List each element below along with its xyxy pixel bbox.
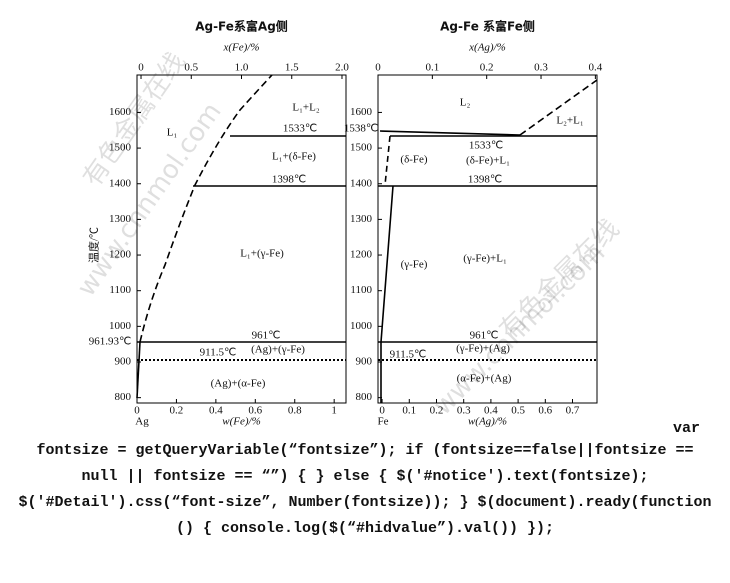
annotation: 911.5℃ <box>390 349 427 361</box>
annotation: L₁+(γ-Fe) <box>240 248 284 260</box>
code-line: () { console.log($(“#hidvalue”).val()) }… <box>176 520 554 537</box>
liquidus <box>139 74 273 343</box>
annotation: 1398℃ <box>272 174 306 186</box>
y-tick-label: 1100 <box>350 284 372 296</box>
y-tick-label: 800 <box>356 391 373 403</box>
x2-tick-label: 0.1 <box>425 62 439 74</box>
chart-title: Ag-Fe系富Ag侧 <box>195 19 288 34</box>
code-line: fontsize = getQueryVariable(“fontsize”);… <box>36 442 693 459</box>
y-tick-label: 1600 <box>109 106 132 118</box>
liquidus <box>379 130 521 136</box>
y-tick-label: 1400 <box>350 177 373 189</box>
x-tick-label: 0.2 <box>170 405 184 417</box>
solidus <box>136 341 141 399</box>
x-tick-label: 0.7 <box>566 405 580 417</box>
x2-tick-label: 1.5 <box>285 62 299 74</box>
annotation: (α-Fe)+(Ag) <box>457 373 512 385</box>
y-tick-label: 900 <box>115 356 132 368</box>
liquidus <box>519 79 598 136</box>
annotation: L₁+L₂ <box>292 102 319 114</box>
x2-axis-label: x(Ag)/% <box>468 42 506 54</box>
y-tick-label: 1200 <box>109 249 132 261</box>
y-tick-label: 1300 <box>109 213 132 225</box>
delta-boundary <box>384 135 391 186</box>
annotation: (γ-Fe) <box>401 259 428 271</box>
annotation: L₂+L₁ <box>556 115 583 127</box>
annotation: (Ag)+(α-Fe) <box>211 378 266 390</box>
annotation: (γ-Fe)+L₁ <box>463 253 507 265</box>
x2-tick-label: 1.0 <box>235 62 249 74</box>
chart-title: Ag-Fe 系富Fe侧 <box>440 19 535 34</box>
annotation: L₁ <box>167 127 178 139</box>
annotation: 1533℃ <box>469 140 503 152</box>
plot-frame <box>377 74 598 404</box>
annotation: (γ-Fe)+(Ag) <box>456 343 510 355</box>
y-tick-label: 1100 <box>109 284 131 296</box>
x-tick-label: 0.6 <box>538 405 552 417</box>
annotation: (δ-Fe)+L₁ <box>466 155 510 167</box>
x-tick-label: 1 <box>331 405 337 417</box>
x-tick-label: 0.5 <box>511 405 525 417</box>
x-tick-label: 0.4 <box>484 405 498 417</box>
code-line: $('#Detail').css(“font-size”, Number(fon… <box>18 494 711 511</box>
y-tick-label: 1400 <box>109 177 132 189</box>
annotation: 961℃ <box>470 330 499 342</box>
y-tick-label: 900 <box>356 356 373 368</box>
x-tick-label: 0 <box>379 405 385 417</box>
y-axis-label: 温度/℃ <box>87 227 101 263</box>
annotation: 911.5℃ <box>200 347 237 359</box>
x2-tick-label: 0.5 <box>184 62 198 74</box>
y-tick-label: 1500 <box>109 142 132 154</box>
annotation: 1398℃ <box>468 174 502 186</box>
x-axis-label: w(Fe)/% <box>222 416 260 428</box>
annotation: 1533℃ <box>283 123 317 135</box>
x2-tick-label: 0 <box>375 62 381 74</box>
x2-tick-label: 2.0 <box>335 62 349 74</box>
x-axis-label: w(Ag)/% <box>468 416 507 428</box>
y-tick-label: 1000 <box>109 320 132 332</box>
x-tick-label: 0 <box>134 405 140 417</box>
x-tick-label: 0.6 <box>248 405 262 417</box>
annotation: (δ-Fe) <box>400 154 428 166</box>
x2-tick-label: 0 <box>138 62 144 74</box>
annotation: (Ag)+(γ-Fe) <box>251 344 305 356</box>
annotation: 961℃ <box>252 330 281 342</box>
x-tick-label: 0.1 <box>402 405 416 417</box>
y-tick-label: 1200 <box>350 249 373 261</box>
x2-tick-label: 0.3 <box>534 62 548 74</box>
y-tick-label: 1000 <box>350 320 373 332</box>
x2-tick-label: 0.2 <box>480 62 494 74</box>
code-line: null || fontsize == “”) { } else { $('#n… <box>81 468 648 485</box>
x-tick-label: 0.3 <box>457 405 471 417</box>
y-tick-label: 1500 <box>350 142 373 154</box>
x-tick-label: 0.2 <box>430 405 444 417</box>
x2-axis-label: x(Fe)/% <box>222 42 259 54</box>
annotation: 961.93℃ <box>89 336 132 348</box>
y-tick-label: 1300 <box>350 213 373 225</box>
y-tick-label: 1600 <box>350 106 373 118</box>
code-line: var <box>673 420 700 437</box>
x-tick-label: 0.4 <box>209 405 223 417</box>
annotation: L₁+(δ-Fe) <box>272 151 316 163</box>
y-tick-label: 800 <box>115 391 132 403</box>
annotation: Ag <box>135 416 149 428</box>
annotation: Fe <box>378 416 389 428</box>
x2-tick-label: 0.4 <box>588 62 602 74</box>
phase-boundaries <box>136 74 598 403</box>
annotation: 1538℃ <box>344 123 378 135</box>
annotation: L₂ <box>460 97 471 109</box>
x-tick-label: 0.8 <box>288 405 302 417</box>
